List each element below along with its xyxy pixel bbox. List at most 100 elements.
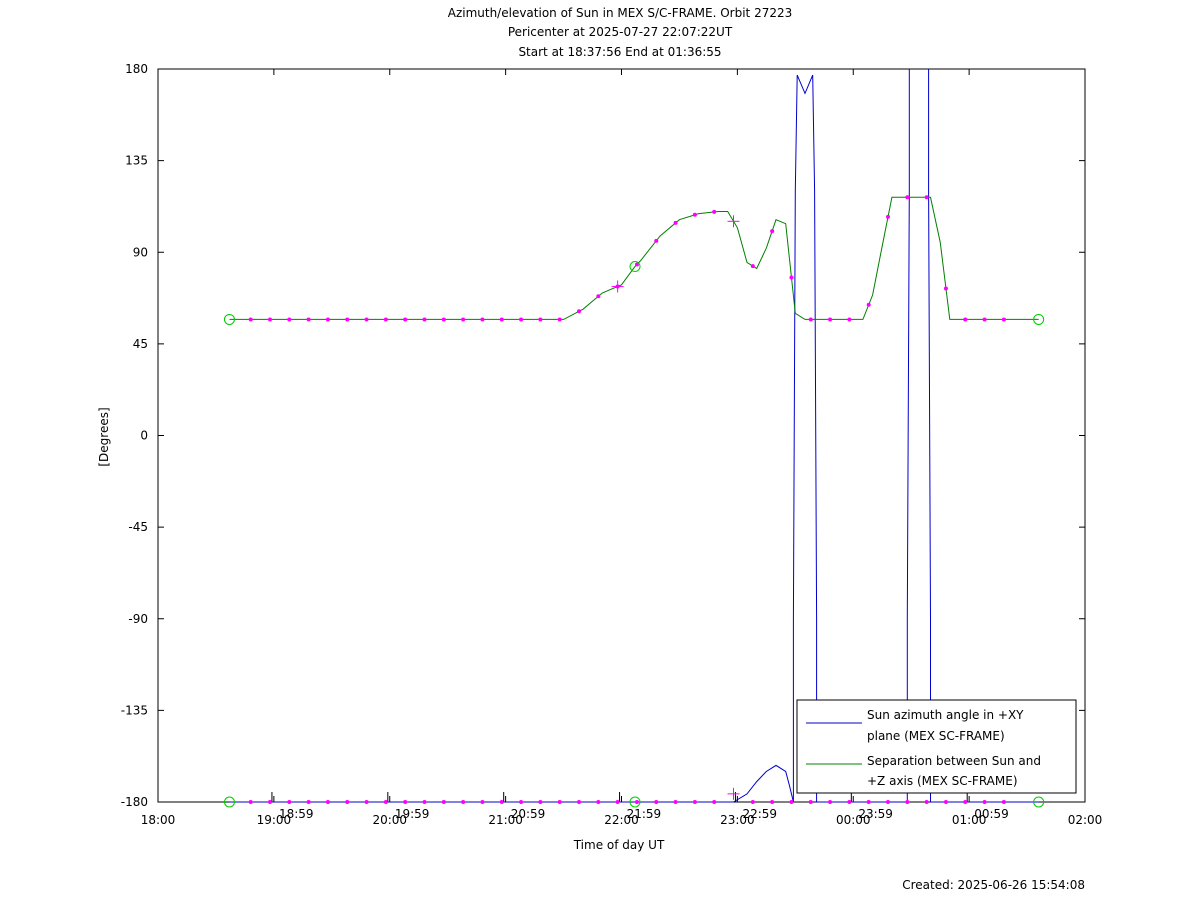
separation-marker-dot: [905, 195, 910, 200]
separation-marker-dot: [750, 264, 755, 269]
x-tick-label: 23:00: [720, 813, 755, 827]
azimuth-marker-dot: [248, 800, 253, 804]
series-layer: [229, 69, 1039, 803]
azimuth-marker-dot: [828, 800, 833, 804]
separation-marker-dot: [461, 317, 466, 322]
azimuth-marker-dot: [712, 800, 717, 804]
y-tick-label: -135: [121, 703, 148, 717]
azimuth-marker-dot: [325, 800, 330, 804]
y-tick-label: 45: [133, 337, 148, 351]
separation-endpoint-circle: [629, 261, 641, 273]
azimuth-marker-dot: [403, 800, 408, 804]
separation-marker-dot: [982, 317, 987, 322]
y-tick-label: 90: [133, 245, 148, 259]
azimuth-marker-dot: [519, 800, 524, 804]
x-tick-label: 20:00: [372, 813, 407, 827]
time-marker-label: 22:59: [742, 807, 777, 821]
chart-title-line-1: Azimuth/elevation of Sun in MEX S/C-FRAM…: [448, 6, 793, 20]
azimuth-marker-dot: [963, 800, 968, 804]
legend-label-azimuth-line-2: plane (MEX SC-FRAME): [867, 729, 1005, 743]
separation-marker-dot: [770, 229, 775, 234]
azimuth-marker-dot: [287, 800, 292, 804]
separation-marker-dot: [538, 317, 543, 322]
time-marker-label: 23:59: [858, 807, 893, 821]
separation-marker-dot: [499, 317, 504, 322]
azimuth-line-segment: [229, 764, 794, 803]
azimuth-marker-dot: [615, 800, 620, 804]
azimuth-marker-dot: [866, 800, 871, 804]
azimuth-marker-dot: [982, 800, 987, 804]
time-marker-label: 00:59: [974, 807, 1009, 821]
x-tick-label: 01:00: [952, 813, 987, 827]
separation-marker-dot: [422, 317, 427, 322]
azimuth-line-segment: [928, 69, 931, 802]
separation-marker-dot: [924, 195, 929, 200]
azimuth-marker-dot: [808, 800, 813, 804]
separation-marker-dot: [789, 275, 794, 280]
azimuth-marker-dot: [480, 800, 485, 804]
separation-marker-dot: [712, 209, 717, 214]
time-marker-label: 19:59: [395, 807, 430, 821]
separation-marker-dot: [268, 317, 273, 322]
legend-label-separation-line-2: +Z axis (MEX SC-FRAME): [867, 774, 1018, 788]
time-marker-label: 21:59: [627, 807, 662, 821]
azimuth-marker-dot: [692, 800, 697, 804]
separation-marker-dot: [325, 317, 330, 322]
azimuth-marker-dot: [306, 800, 311, 804]
separation-marker-dot: [577, 309, 582, 314]
y-tick-label: -45: [128, 520, 148, 534]
legend-label-separation-line-1: Separation between Sun and: [867, 754, 1041, 768]
time-marker-label: 20:59: [511, 807, 546, 821]
azimuth-line-segment: [906, 69, 910, 802]
azimuth-endpoint-circle: [223, 796, 235, 808]
azimuth-marker-dot: [770, 800, 775, 804]
y-tick-label: 135: [125, 154, 148, 168]
azimuth-marker-dot: [924, 800, 929, 804]
separation-endpoint-circle: [223, 313, 235, 325]
legend-label-azimuth-line-1: Sun azimuth angle in +XY: [867, 708, 1024, 722]
azimuth-marker-dot: [461, 800, 466, 804]
separation-marker-dot: [480, 317, 485, 322]
separation-marker-dot: [248, 317, 253, 322]
azimuth-marker-dot: [789, 800, 794, 804]
separation-marker-dot: [287, 317, 292, 322]
azimuth-marker-dot: [750, 800, 755, 804]
azimuth-marker-dot: [557, 800, 562, 804]
plot-area-frame: [157, 68, 1086, 803]
azimuth-marker-dot: [268, 800, 273, 804]
azimuth-marker-dot: [441, 800, 446, 804]
chart-title: Azimuth/elevation of Sun in MEX S/C-FRAM…: [448, 6, 793, 59]
azimuth-marker-dot: [383, 800, 388, 804]
separation-marker-dot: [654, 238, 659, 243]
y-axis-label: [Degrees]: [97, 407, 111, 466]
separation-marker-dot: [306, 317, 311, 322]
azimuth-marker-dot: [847, 800, 852, 804]
azimuth-marker-dot: [422, 800, 427, 804]
separation-marker-dot: [557, 317, 562, 322]
separation-marker-dot: [383, 317, 388, 322]
separation-marker-dot: [808, 317, 813, 322]
azimuth-marker-dot: [345, 800, 350, 804]
azimuth-marker-dot: [577, 800, 582, 804]
y-tick-label: -90: [128, 612, 148, 626]
y-tick-label: -180: [121, 795, 148, 809]
created-timestamp: Created: 2025-06-26 15:54:08: [902, 878, 1085, 892]
x-axis-label: Time of day UT: [573, 838, 665, 852]
separation-marker-dot: [596, 294, 601, 299]
azimuth-marker-dot: [364, 800, 369, 804]
x-tick-label: 19:00: [257, 813, 292, 827]
azimuth-endpoint-circle: [1033, 796, 1045, 808]
separation-line: [229, 196, 1039, 320]
separation-marker-dot: [364, 317, 369, 322]
separation-marker-dot: [828, 317, 833, 322]
separation-marker-dot: [673, 220, 678, 225]
separation-marker-dot: [692, 212, 697, 217]
azimuth-marker-dot: [1001, 800, 1006, 804]
separation-marker-dot: [886, 214, 891, 219]
separation-endpoint-circle: [1033, 313, 1045, 325]
separation-marker-dot: [441, 317, 446, 322]
chart-title-line-2: Pericenter at 2025-07-27 22:07:22UT: [508, 25, 733, 39]
separation-marker-dot: [943, 286, 948, 291]
x-tick-label: 18:00: [141, 813, 176, 827]
